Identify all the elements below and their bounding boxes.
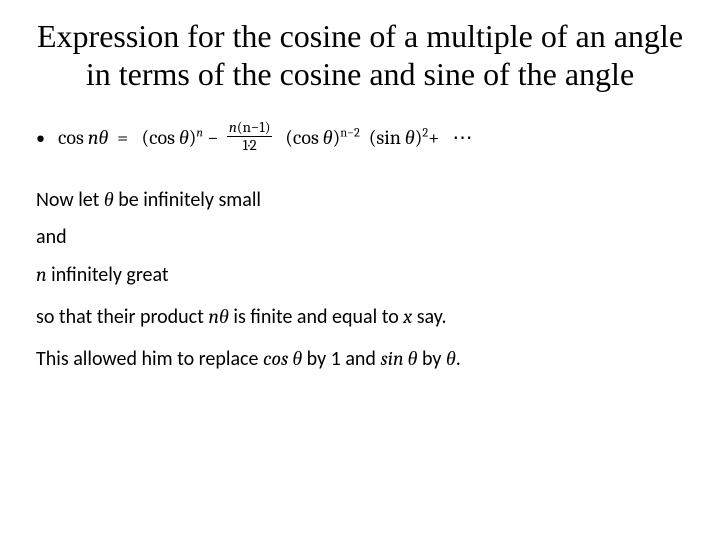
l5b: by 1 and [302, 347, 380, 371]
l5-sin: sin [380, 347, 407, 370]
f-t1-exp: n [196, 126, 203, 140]
l5a: This allowed him to replace [36, 347, 263, 371]
slide-title: Expression for the cosine of a multiple … [36, 18, 684, 94]
f-frac: n(n−1) 1·2 [227, 120, 273, 155]
f-theta: θ [99, 126, 109, 149]
f-t2-th: θ [323, 126, 333, 149]
line-and: and [36, 222, 684, 253]
line-let-theta: Now let θ be infinitely small [36, 184, 684, 216]
f-t2-l: (cos [285, 126, 323, 149]
l4b: is finite and equal to [229, 305, 403, 329]
slide: Expression for the cosine of a multiple … [0, 0, 720, 540]
line-product: so that their product nθ is finite and e… [36, 301, 684, 333]
f-t3-l: (sin [369, 126, 405, 149]
l4a: so that their product [36, 305, 208, 329]
f-n: n [88, 126, 99, 149]
l4-x: x [403, 305, 412, 328]
l5-th1: θ [292, 347, 302, 370]
f-t2-exp: nn−2 [340, 126, 360, 140]
l3b: infinitely great [47, 263, 169, 287]
l4-n: n [208, 305, 219, 328]
f-t3-th: θ [405, 126, 415, 149]
f-frac-den: 1·2 [227, 137, 273, 154]
line-replace: This allowed him to replace cos θ by 1 a… [36, 343, 684, 375]
slide-body: • cos nθ = (cos θ)n − n(n−1) 1·2 (cos θ)… [36, 122, 684, 376]
f-minus: − [207, 126, 218, 149]
l4c: say. [412, 305, 446, 329]
bullet-icon: • [36, 122, 58, 153]
f-eq: = [117, 126, 128, 149]
l5c: by [417, 347, 446, 371]
l1b: be infinitely small [114, 188, 261, 212]
l5-cos: cos [263, 347, 292, 370]
formula-row: • cos nθ = (cos θ)n − n(n−1) 1·2 (cos θ)… [36, 122, 684, 157]
f-t1-l: (cos [141, 126, 179, 149]
l4-th: θ [219, 305, 229, 328]
f-plus: + [428, 126, 439, 149]
multiple-angle-formula: cos nθ = (cos θ)n − n(n−1) 1·2 (cos θ)nn… [58, 122, 473, 157]
l1a: Now let [36, 188, 104, 212]
f-frac-n: n [229, 118, 237, 136]
l1-theta: θ [104, 188, 114, 211]
line-n-great: n infinitely great [36, 259, 684, 291]
f-cos: cos [58, 126, 84, 149]
f-frac-p: (n−1) [237, 118, 271, 136]
f-t1-th: θ [179, 126, 189, 149]
f-dots: ⋯ [453, 126, 473, 149]
l5-th3: θ [446, 347, 456, 370]
l3-n: n [36, 263, 47, 286]
l5-th2: θ [408, 347, 418, 370]
l5d: . [456, 347, 461, 371]
